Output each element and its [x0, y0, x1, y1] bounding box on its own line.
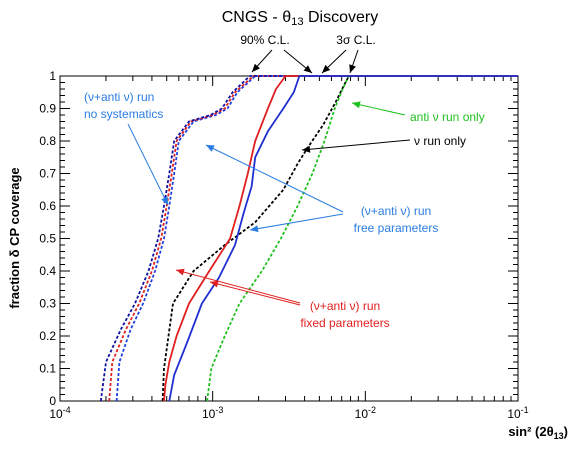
y-tick-label: 0.1	[39, 362, 56, 376]
y-tick-label: 0.4	[39, 264, 56, 278]
y-tick-label: 0.8	[39, 134, 56, 148]
x-tick-label: 10-3	[202, 405, 223, 421]
annotation-free-parameters-line: (ν+anti ν) run	[361, 204, 431, 218]
arrow-nu-only	[301, 139, 411, 151]
arrow-anti-nu-head	[352, 101, 361, 109]
x-tick-label: 10-2	[355, 405, 376, 421]
x-tick-label: 10-4	[49, 405, 70, 421]
arrow-90cl-a-head	[252, 63, 260, 72]
series-black-dashed	[161, 75, 518, 402]
arrow-90cl-b-head	[303, 65, 312, 73]
annotation-fixed-parameters-line: fixed parameters	[300, 316, 389, 330]
arrow-free-a-head	[206, 145, 215, 152]
y-tick-label: 0.5	[39, 232, 56, 246]
series-navy-dashed	[99, 75, 518, 402]
annotation-3sigma-cl-line: 3σ C.L.	[336, 33, 375, 47]
arrow-fixed-b-head	[210, 280, 219, 288]
x-axis: 10-4 10-3 10-2 10-1	[49, 76, 529, 421]
arrow-nu-only-head	[302, 145, 311, 153]
annotations: 90% C.L. 3σ C.L. (ν+anti ν) run no systemat…	[84, 33, 485, 330]
arrow-no-sys-head	[161, 196, 168, 205]
series-green-dashed	[206, 75, 518, 402]
arrow-3sigma-a-head	[322, 64, 331, 73]
y-tick-label: 0.2	[39, 329, 56, 343]
y-axis: 0 0.1 0.2 0.3 0.4 0.5 0.6 0.7 0.8 0.9 1	[39, 69, 518, 408]
arrow-no-sys	[127, 123, 169, 206]
arrow-anti-nu	[351, 102, 406, 116]
x-axis-label: sin² (2θ13)	[508, 424, 568, 441]
series-blue-dashed	[115, 75, 518, 402]
y-tick-label: 0.6	[39, 199, 56, 213]
y-tick-label: 0.3	[39, 297, 56, 311]
arrow-fixed-a-head	[176, 268, 185, 276]
arrow-free-a	[205, 144, 344, 213]
annotation-fixed-parameters-line: (ν+anti ν) run	[310, 299, 380, 313]
annotation-nu-only-line: ν run only	[414, 134, 466, 148]
arrow-fixed-b	[209, 281, 301, 306]
arrow-free-b-head	[250, 225, 259, 233]
arrow-3sigma-b-head	[349, 64, 356, 73]
annotation-90cl-line: 90% C.L.	[240, 33, 289, 47]
arrow-free-b	[249, 213, 344, 231]
y-tick-label: 0	[49, 394, 56, 408]
y-tick-label: 0.7	[39, 167, 56, 181]
series-red-solid	[163, 75, 518, 402]
series-blue-solid	[168, 75, 518, 402]
annotation-anti-nu-only-line: anti ν run only	[410, 110, 485, 124]
series-red-dashed	[108, 75, 518, 402]
annotation-free-parameters-line: free parameters	[354, 221, 439, 235]
x-tick-label: 10-1	[507, 405, 528, 421]
series-group	[99, 75, 518, 402]
annotation-no-systematics-line: no systematics	[84, 107, 163, 121]
annotation-no-systematics-line: (ν+anti ν) run	[84, 90, 154, 104]
annotation-arrows	[127, 49, 411, 306]
chart-title: CNGS - θ13 Discovery	[222, 9, 378, 28]
y-tick-label: 0.9	[39, 102, 56, 116]
y-axis-label: fraction δ CP coverage	[7, 167, 22, 308]
arrow-fixed-a	[175, 269, 301, 304]
y-tick-label: 1	[49, 69, 56, 83]
